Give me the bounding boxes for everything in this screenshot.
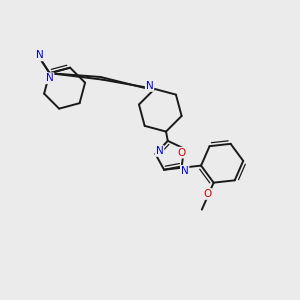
Text: N: N (46, 73, 53, 83)
Text: N: N (181, 166, 189, 176)
Text: O: O (178, 148, 186, 158)
Text: O: O (203, 189, 211, 199)
Text: N: N (146, 81, 154, 91)
Text: N: N (36, 50, 43, 60)
Text: N: N (156, 146, 164, 156)
